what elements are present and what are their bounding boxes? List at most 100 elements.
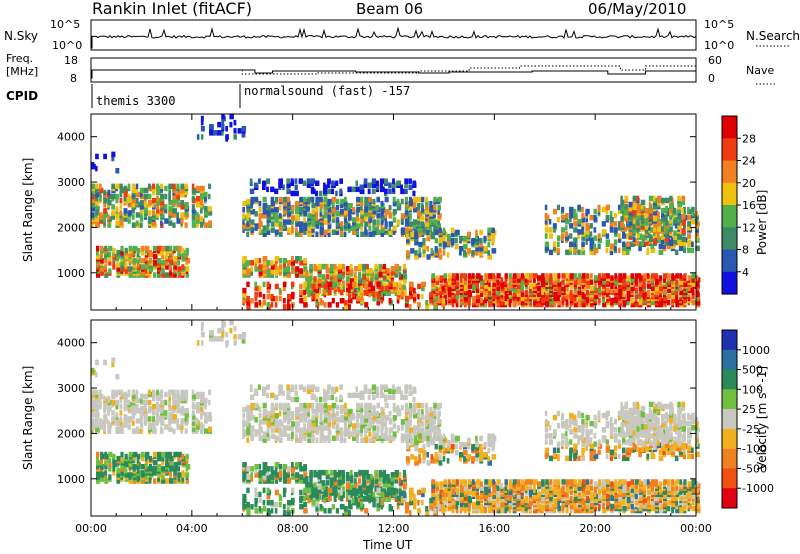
- velocity-cell: [311, 402, 315, 409]
- power-cell: [241, 126, 247, 132]
- velocity-cell: [504, 479, 508, 485]
- power-cell: [491, 233, 496, 240]
- power-cell: [552, 241, 557, 247]
- velocity-cell: [417, 408, 421, 415]
- velocity-cell: [103, 403, 108, 410]
- power-cell: [433, 302, 437, 308]
- power-cell: [585, 283, 591, 289]
- velocity-cell: [426, 452, 429, 458]
- power-cell: [379, 178, 384, 184]
- power-cell: [327, 178, 331, 184]
- power-cell: [345, 266, 350, 272]
- velocity-cell: [295, 462, 300, 468]
- power-cell: [315, 223, 319, 229]
- velocity-cell: [266, 421, 271, 427]
- velocity-cell: [152, 416, 156, 422]
- power-cell: [577, 273, 582, 279]
- velocity-cell: [139, 428, 143, 434]
- velocity-cell: [433, 429, 437, 435]
- power-cell: [589, 249, 595, 256]
- power-cell: [492, 281, 496, 287]
- power-cell: [311, 202, 316, 209]
- power-cell: [642, 273, 647, 279]
- power-cell: [165, 249, 169, 256]
- velocity-cell: [274, 413, 279, 419]
- power-cell: [143, 208, 148, 214]
- velocity-cell: [299, 431, 303, 437]
- velocity-cell: [459, 483, 463, 489]
- power-cell: [321, 274, 326, 280]
- power-cell: [650, 299, 656, 306]
- velocity-cell: [356, 421, 359, 427]
- velocity-cell: [139, 422, 144, 428]
- power-cell: [691, 247, 694, 254]
- velocity-cell: [112, 466, 116, 472]
- power-cell: [91, 206, 95, 212]
- power-cell: [323, 205, 329, 211]
- velocity-cell: [400, 390, 403, 396]
- power-cell: [400, 184, 403, 190]
- power-cell: [569, 273, 575, 279]
- power-cell: [613, 245, 617, 252]
- power-cell: [91, 161, 95, 168]
- power-cell: [687, 214, 692, 221]
- power-cell: [409, 293, 414, 300]
- power-cell: [335, 217, 340, 223]
- power-cell: [652, 209, 658, 216]
- power-cell: [508, 277, 514, 283]
- velocity-cell: [439, 499, 442, 506]
- velocity-cell: [325, 474, 330, 480]
- power-cell: [675, 293, 679, 300]
- velocity-cell: [91, 418, 95, 424]
- velocity-cell: [250, 402, 255, 409]
- power-cell: [642, 221, 648, 227]
- power-cell: [421, 221, 425, 227]
- power-cell: [305, 284, 309, 290]
- power-cell: [112, 260, 116, 266]
- power-cell: [394, 263, 400, 270]
- power-cell: [246, 231, 250, 237]
- velocity-cell: [270, 427, 275, 433]
- power-cell: [569, 212, 574, 219]
- power-cell: [143, 200, 147, 206]
- power-cell: [376, 205, 380, 211]
- velocity-cell: [200, 406, 204, 412]
- power-cell: [254, 302, 259, 308]
- power-cell: [348, 293, 352, 300]
- velocity-cell: [412, 396, 416, 403]
- velocity-cell: [164, 391, 168, 398]
- power-cell: [266, 268, 271, 274]
- velocity-cell: [195, 401, 201, 408]
- velocity-cell: [472, 479, 475, 485]
- power-cell: [652, 238, 657, 244]
- power-cell: [496, 289, 501, 296]
- power-cell: [282, 200, 288, 207]
- power-cell: [442, 250, 446, 256]
- velocity-cell: [339, 404, 345, 411]
- velocity-cell: [404, 394, 408, 401]
- power-cell: [581, 217, 586, 223]
- velocity-cell: [479, 447, 483, 454]
- power-cell: [191, 195, 195, 202]
- power-cell: [516, 287, 522, 293]
- power-cell: [605, 208, 609, 215]
- power-cell: [665, 240, 668, 247]
- velocity-cell: [317, 469, 323, 476]
- velocity-cell: [438, 460, 443, 466]
- power-cell: [161, 272, 166, 278]
- power-cell: [311, 293, 316, 300]
- power-cell: [135, 212, 141, 218]
- velocity-cell: [345, 472, 350, 478]
- velocity-cell: [446, 439, 451, 446]
- velocity-cell: [291, 425, 294, 431]
- velocity-cell: [360, 402, 364, 409]
- power-cell: [161, 268, 165, 274]
- velocity-cell: [380, 421, 385, 427]
- velocity-cell: [384, 402, 389, 409]
- velocity-cell: [484, 507, 487, 514]
- velocity-cell: [418, 458, 422, 464]
- velocity-cell: [139, 397, 143, 404]
- velocity-cell: [135, 389, 139, 396]
- velocity-cell: [491, 439, 496, 446]
- power-cell: [119, 191, 123, 198]
